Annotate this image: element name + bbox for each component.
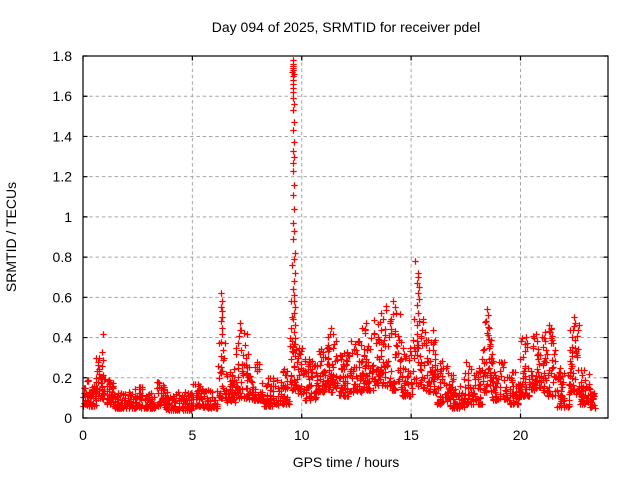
x-tick-label: 20 bbox=[513, 427, 529, 443]
chart-title: Day 094 of 2025, SRMTID for receiver pde… bbox=[212, 19, 480, 35]
grid-lines bbox=[83, 56, 608, 418]
y-tick-label: 0 bbox=[64, 410, 72, 426]
x-tick-label: 0 bbox=[79, 427, 87, 443]
y-axis-label: SRMTID / TECUs bbox=[3, 182, 19, 292]
x-tick-label: 10 bbox=[294, 427, 310, 443]
y-tick-label: 0.8 bbox=[53, 249, 73, 265]
y-tick-label: 1 bbox=[64, 209, 72, 225]
y-tick-label: 1.4 bbox=[53, 128, 73, 144]
y-tick-label: 0.6 bbox=[53, 289, 73, 305]
x-axis-label: GPS time / hours bbox=[293, 454, 400, 470]
y-tick-label: 1.2 bbox=[53, 169, 73, 185]
axis-ticks bbox=[82, 55, 608, 419]
y-tick-label: 1.8 bbox=[53, 48, 73, 64]
data-points bbox=[80, 57, 599, 414]
plot-area: 0 5 10 15 20 0 0.2 0.4 0.6 0.8 1 1.2 1.4 1.6 1.8 bbox=[53, 48, 609, 443]
y-tick-label: 0.2 bbox=[53, 370, 73, 386]
x-tick-label: 5 bbox=[188, 427, 196, 443]
x-tick-label: 15 bbox=[403, 427, 419, 443]
plot-border bbox=[82, 55, 609, 419]
y-tick-label: 0.4 bbox=[53, 330, 73, 346]
y-tick-label: 1.6 bbox=[53, 88, 73, 104]
